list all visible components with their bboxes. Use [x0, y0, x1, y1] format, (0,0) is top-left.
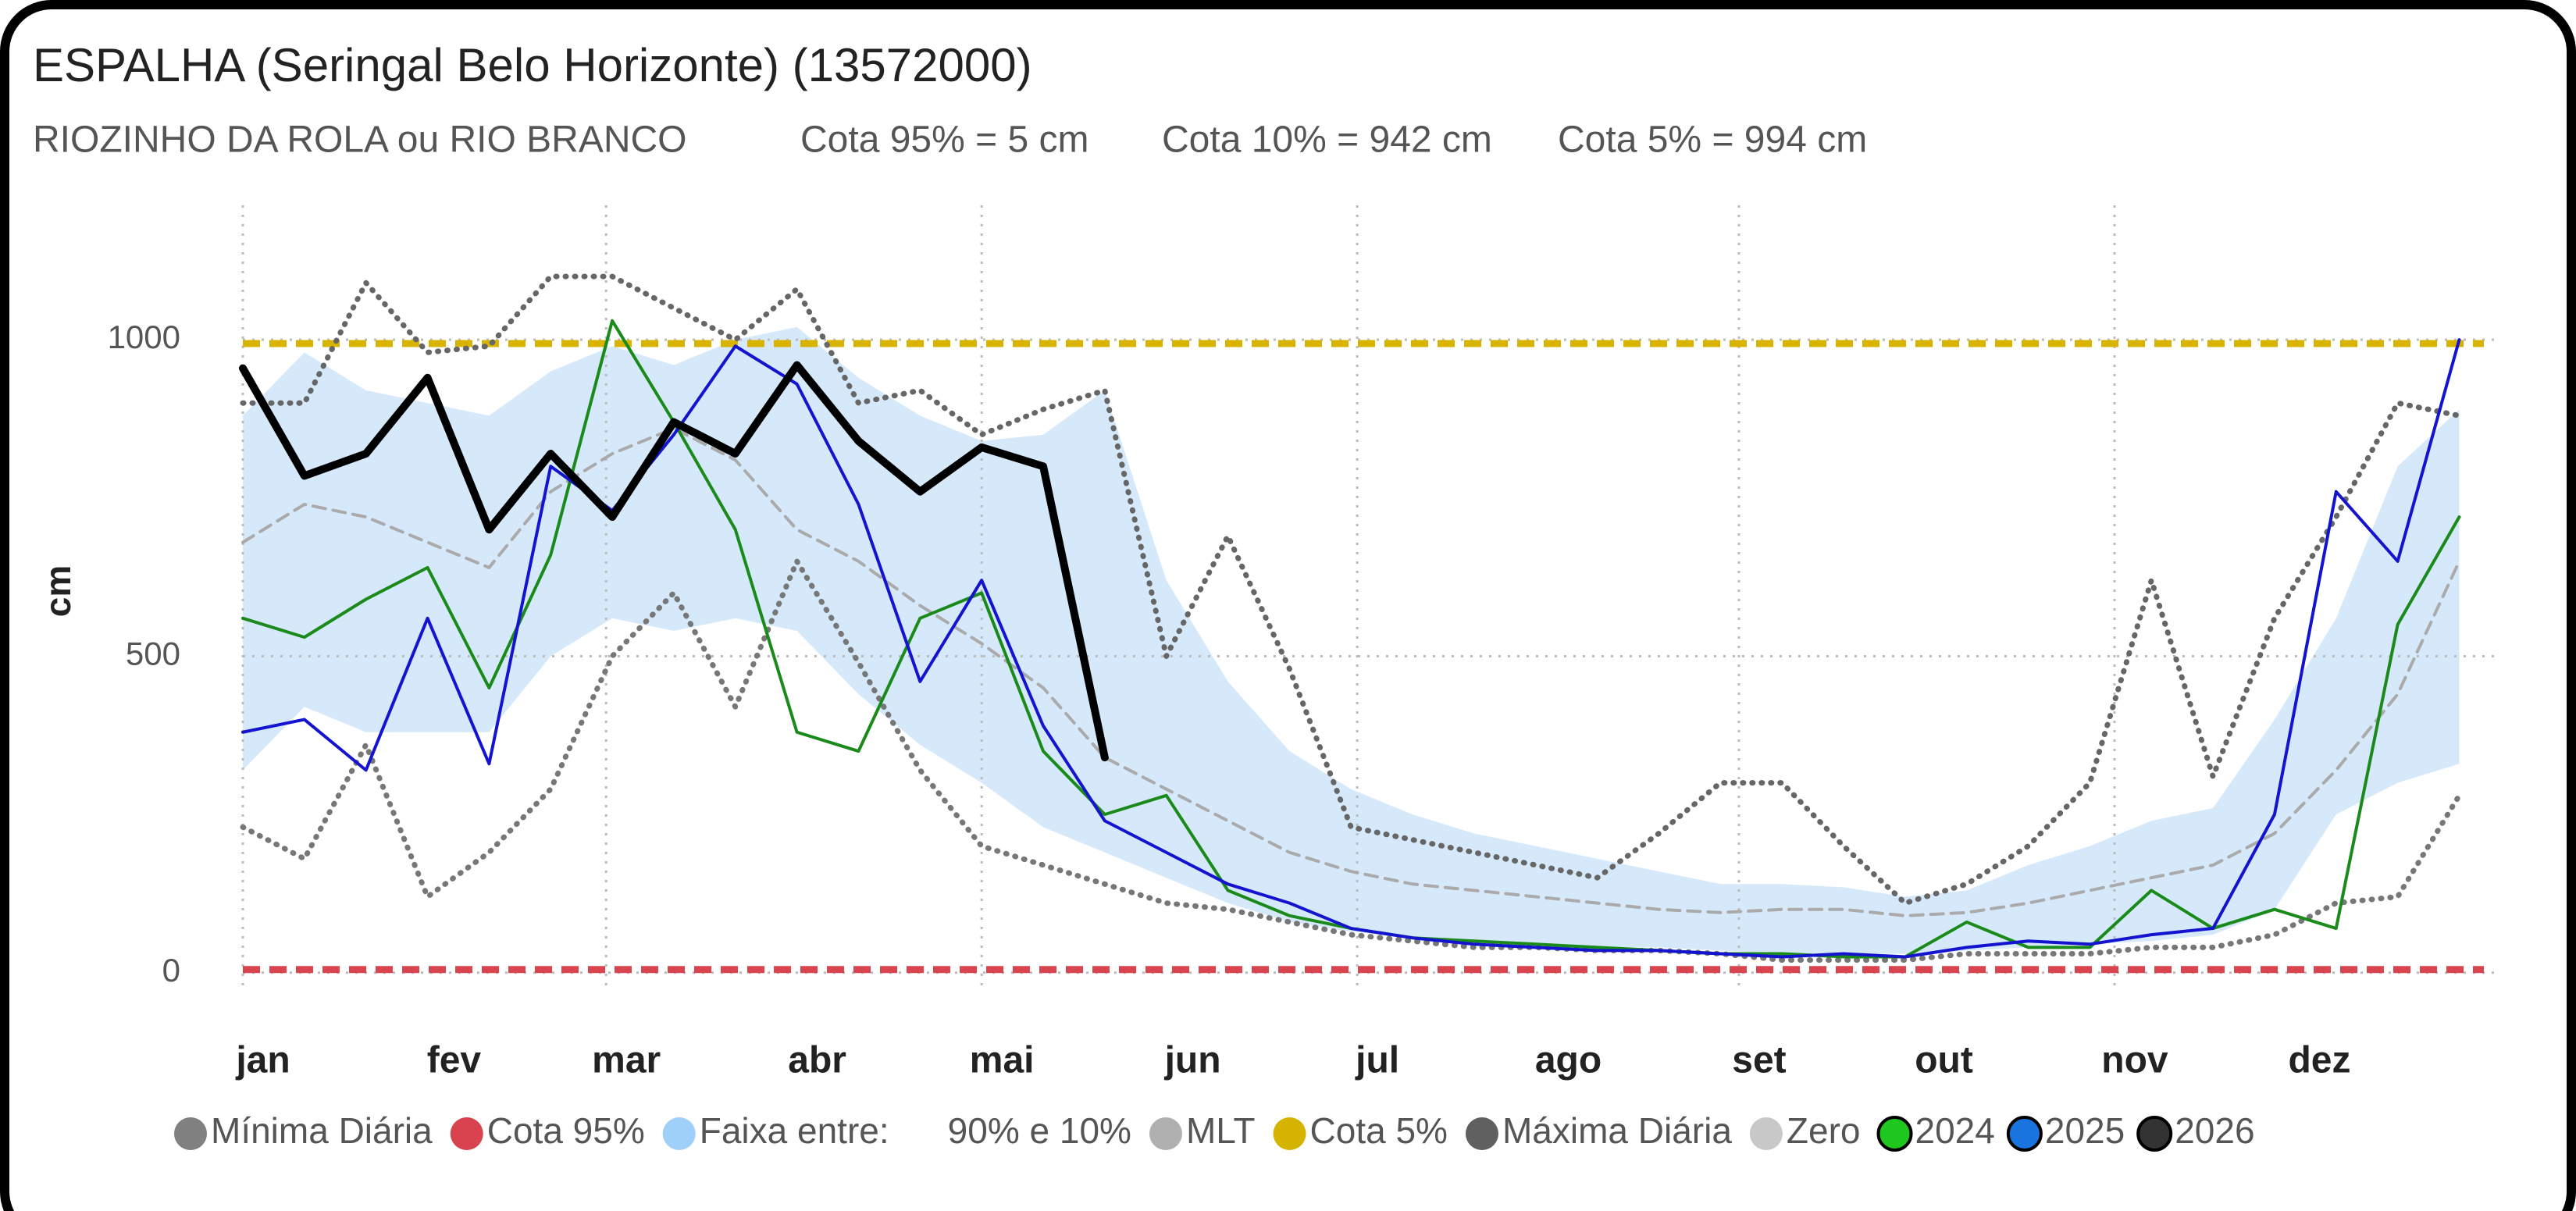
legend-swatch: [2006, 1116, 2043, 1152]
legend-label: 2024: [1915, 1110, 1995, 1151]
y-tick-label: 0: [162, 952, 180, 988]
legend-label: 90% e 10%: [948, 1110, 1131, 1151]
legend-swatch: [2136, 1116, 2173, 1152]
x-tick-label: jul: [1355, 1040, 1399, 1081]
legend-swatch: [1465, 1117, 1498, 1150]
x-tick-label: jun: [1164, 1040, 1221, 1081]
subtitle: Cota 5% = 994 cm: [1558, 119, 1867, 161]
legend-swatch: [450, 1117, 483, 1150]
legend-item: MLT: [1149, 1110, 1256, 1151]
y-tick-label: 1000: [108, 319, 180, 355]
x-tick-label: jan: [235, 1040, 290, 1081]
subtitle: Cota 10% = 942 cm: [1162, 119, 1492, 161]
legend-label: Zero: [1787, 1110, 1861, 1151]
series-line: [241, 426, 2461, 917]
legend-item: 2024: [1876, 1110, 1995, 1152]
legend-item: Faixa entre: 90% e 10%: [662, 1110, 1131, 1151]
series-line: [240, 558, 2462, 963]
x-tick-label: ago: [1535, 1040, 1602, 1081]
legend-label: Máxima Diária: [1502, 1110, 1732, 1151]
legend-label: MLT: [1186, 1110, 1256, 1151]
legend-label: Mínima Diária: [211, 1110, 433, 1151]
legend-item: Cota 95%: [450, 1110, 645, 1151]
legend-item: Máxima Diária: [1465, 1110, 1732, 1151]
legend-label: Cota 5%: [1310, 1110, 1448, 1151]
y-tick-label: 500: [126, 636, 180, 672]
legend-label: Faixa entre:: [700, 1110, 889, 1151]
band-area: [243, 326, 2460, 954]
legend-item: Mínima Diária: [174, 1110, 433, 1151]
x-tick-label: abr: [788, 1040, 846, 1081]
x-tick-label: out: [1915, 1040, 1973, 1081]
legend-swatch: [1749, 1117, 1783, 1150]
x-tick-label: fev: [427, 1040, 482, 1081]
series-line: [240, 273, 2462, 906]
x-tick-label: set: [1732, 1040, 1786, 1081]
legend-item: 2026: [2136, 1110, 2255, 1152]
legend-label: 2026: [2175, 1110, 2254, 1151]
legend-label: Cota 95%: [487, 1110, 645, 1151]
legend-swatch: [1149, 1117, 1182, 1150]
legend-swatch: [174, 1117, 207, 1150]
legend-item: Cota 5%: [1273, 1110, 1448, 1151]
legend-label: 2025: [2045, 1110, 2125, 1151]
x-tick-label: dez: [2288, 1040, 2350, 1081]
x-tick-label: nov: [2101, 1040, 2168, 1081]
legend-swatch: [1273, 1117, 1306, 1150]
legend-item: 2025: [2006, 1110, 2125, 1152]
y-axis-label: cm: [37, 565, 78, 617]
chart-title: ESPALHA (Seringal Belo Horizonte) (13572…: [33, 39, 1032, 91]
legend-swatch: [1876, 1116, 1913, 1152]
legend-swatch: [662, 1117, 696, 1150]
x-tick-label: mai: [970, 1040, 1035, 1081]
subtitle: RIOZINHO DA ROLA ou RIO BRANCO: [33, 119, 687, 161]
legend-item: Zero: [1749, 1110, 1861, 1151]
series-line: [239, 361, 1109, 762]
x-tick-label: mar: [592, 1040, 661, 1081]
subtitle: Cota 95% = 5 cm: [800, 119, 1089, 161]
